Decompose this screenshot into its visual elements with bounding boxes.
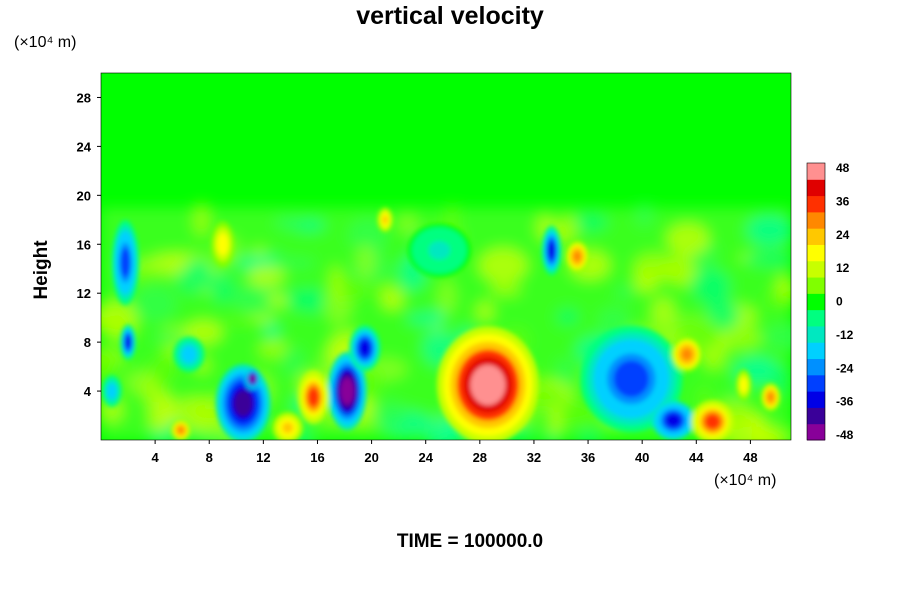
colorbar-swatch — [807, 277, 825, 294]
y-tick-label: 20 — [77, 188, 91, 203]
colorbar-swatch — [807, 423, 825, 441]
x-tick-label: 32 — [527, 450, 541, 465]
x-tick-label: 28 — [473, 450, 487, 465]
colorbar-swatch — [807, 211, 825, 229]
colorbar-swatch — [807, 358, 825, 376]
x-tick-label: 4 — [152, 450, 160, 465]
y-tick-label: 16 — [77, 237, 91, 252]
x-tick: 16 — [310, 440, 325, 465]
y-tick-label: 8 — [84, 335, 91, 350]
colorbar-tick-label: 0 — [836, 295, 843, 309]
velocity-cell-10 — [541, 225, 562, 276]
velocity-cell-19 — [210, 221, 235, 268]
x-tick-label: 24 — [418, 450, 433, 465]
x-tick: 28 — [473, 440, 487, 465]
velocity-cell-18 — [735, 368, 752, 401]
y-tick: 20 — [77, 188, 101, 203]
colorbar-swatch — [807, 179, 825, 197]
colorbar-tick-label: -12 — [836, 328, 854, 342]
colorbar-tick-label: -36 — [836, 395, 854, 409]
velocity-cell-16 — [377, 207, 393, 233]
colorbar-swatch — [807, 163, 825, 180]
velocity-cell-1 — [327, 352, 367, 431]
colorbar-swatch — [807, 228, 825, 245]
velocity-features — [102, 207, 781, 440]
velocity-cell-5 — [651, 400, 695, 440]
x-tick-label: 36 — [581, 450, 595, 465]
time-label: TIME = 100000.0 — [396, 531, 544, 552]
y-tick-label: 24 — [77, 139, 92, 154]
colorbar-frame — [806, 162, 826, 441]
colorbar-swatch — [807, 342, 825, 360]
y-tick: 28 — [77, 90, 101, 105]
velocity-cell-14 — [671, 336, 703, 373]
velocity-cell-22 — [407, 223, 471, 277]
x-tick: 8 — [206, 440, 213, 465]
y-axis-unit: (×10⁴ m) — [14, 34, 77, 51]
y-axis: 4 8 12 16 20 24 28 — [77, 90, 101, 399]
x-tick: 4 — [152, 440, 160, 465]
x-tick-label: 44 — [689, 450, 704, 465]
colorbar-swatch — [807, 244, 825, 262]
x-tick: 32 — [527, 440, 541, 465]
x-tick: 48 — [743, 440, 758, 465]
x-tick-label: 20 — [364, 450, 378, 465]
velocity-cell-20 — [173, 336, 205, 373]
y-tick: 12 — [77, 286, 101, 301]
velocity-cell-7 — [297, 370, 330, 424]
x-tick: 24 — [418, 440, 434, 465]
x-tick: 36 — [581, 440, 595, 465]
velocity-cell-0 — [436, 326, 539, 440]
contour-field — [101, 73, 791, 440]
colorbar-tick-label: 48 — [836, 161, 850, 175]
colorbar-swatch — [807, 260, 825, 278]
colorbar-tick-label: 24 — [836, 228, 850, 242]
x-tick: 20 — [364, 440, 379, 465]
colorbar-swatch — [807, 325, 825, 343]
y-tick: 24 — [77, 139, 101, 154]
x-tick: 12 — [256, 440, 271, 465]
x-tick-label: 40 — [635, 450, 649, 465]
velocity-cell-17 — [760, 382, 781, 412]
y-tick-label: 4 — [84, 384, 92, 399]
velocity-cell-21 — [102, 375, 122, 408]
colorbar-tick-label: -24 — [836, 361, 854, 375]
y-tick-label: 28 — [77, 90, 91, 105]
colorbar-swatch — [807, 195, 825, 213]
velocity-cell-6 — [690, 400, 735, 440]
velocity-cell-8 — [272, 411, 304, 440]
velocity-cell-11 — [565, 240, 590, 273]
y-tick: 4 — [84, 384, 101, 399]
colorbar-swatch — [807, 293, 825, 311]
chart-title: vertical velocity — [356, 2, 544, 30]
velocity-cell-12 — [111, 220, 140, 306]
colorbar-swatch — [807, 407, 825, 425]
y-tick: 16 — [77, 237, 101, 252]
colorbar: 48 36 24 12 0 -12 -24 -36 -48 — [806, 161, 854, 442]
velocity-cell-15 — [171, 419, 191, 440]
y-tick-label: 12 — [77, 286, 91, 301]
x-axis: 4 8 12 16 20 24 28 32 36 40 44 48 — [152, 440, 758, 465]
velocity-cell-9 — [349, 325, 381, 372]
y-tick: 8 — [84, 335, 101, 350]
colorbar-tick-label: 12 — [836, 261, 850, 275]
colorbar-swatch — [807, 309, 825, 327]
velocity-cell-3 — [244, 368, 261, 390]
x-axis-unit: (×10⁴ m) — [714, 472, 777, 489]
velocity-cell-13 — [120, 324, 136, 360]
velocity-cell-4 — [580, 325, 683, 433]
x-tick-label: 48 — [743, 450, 757, 465]
colorbar-tick-label: 36 — [836, 194, 850, 208]
x-tick-label: 12 — [256, 450, 270, 465]
x-tick: 40 — [635, 440, 649, 465]
x-tick: 44 — [689, 440, 704, 465]
x-tick-label: 8 — [206, 450, 213, 465]
plot-frame — [100, 72, 792, 441]
x-tick-label: 16 — [310, 450, 324, 465]
colorbar-tick-label: -48 — [836, 428, 854, 442]
colorbar-swatch — [807, 391, 825, 408]
colorbar-swatch — [807, 374, 825, 392]
velocity-cell-2 — [215, 364, 271, 440]
